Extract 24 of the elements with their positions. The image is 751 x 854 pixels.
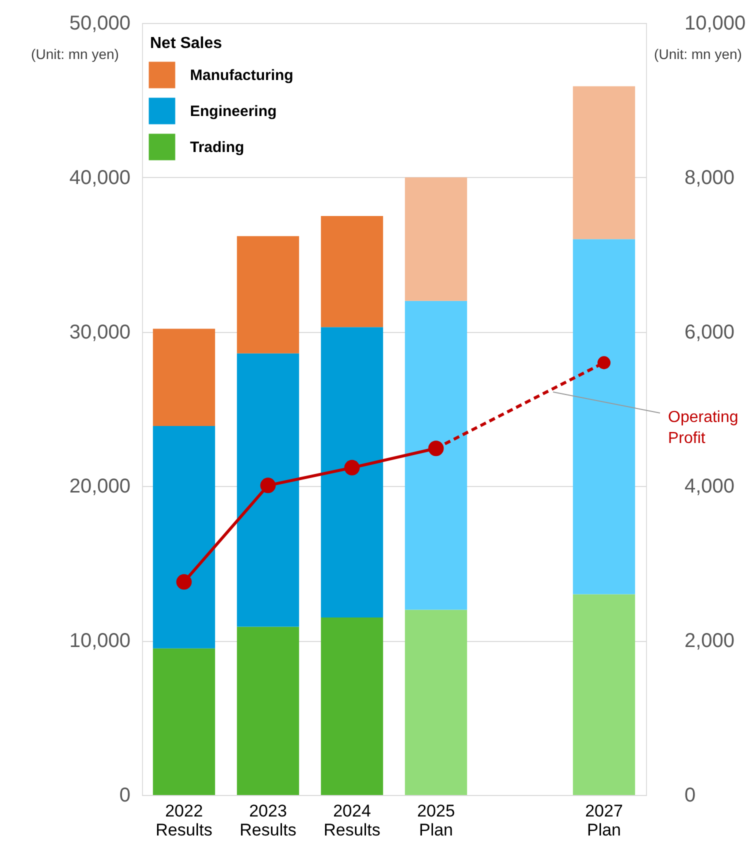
text: Operating Profit [668,409,738,447]
legend-label: Manufacturing [190,67,294,84]
x-tick-label: 2025 Plan [417,802,455,840]
y2-tick-label: 8,000 [684,166,735,189]
legend-label: Engineering [190,103,277,120]
y-tick-label: 30,000 [69,321,130,344]
x-tick-label: 2024 Results [324,802,380,840]
y-tick-label: 20,000 [69,476,130,498]
y2-tick-label: 6,000 [684,321,735,344]
y2-tick-label: 4,000 [684,476,735,498]
y2-tick-label: 10,000 [684,12,746,34]
y-tick-label: 40,000 [69,166,130,189]
text: (Unit: mn yen) [654,46,742,62]
x-tick-label: 2023 Results [240,802,296,840]
x-tick-label: 2027 Plan [585,802,623,840]
y2-tick-label: 2,000 [684,630,735,652]
y2-tick-label: 0 [684,784,696,806]
legend-title: Net Sales [150,35,222,52]
y-tick-label: 50,000 [69,12,130,34]
legend-label: Trading [190,139,244,156]
text: (Unit: mn yen) [31,46,119,62]
y-tick-label: 0 [119,784,130,806]
x-tick-label: 2022 Results [156,802,212,840]
y-tick-label: 10,000 [69,630,130,652]
